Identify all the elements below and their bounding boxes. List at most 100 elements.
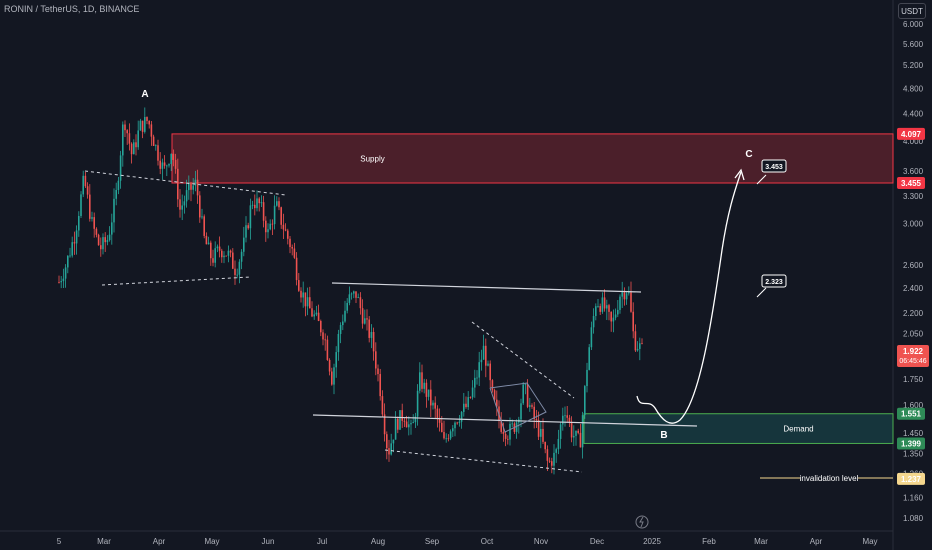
candle-body xyxy=(623,292,626,300)
candle-body xyxy=(163,162,166,166)
candle-body xyxy=(335,352,337,368)
symbol-title[interactable]: RONIN / TetherUS, 1D, BINANCE xyxy=(4,4,140,14)
y-tick-label: 2.400 xyxy=(903,284,924,293)
candle-body xyxy=(146,117,148,121)
demand-zone-label: Demand xyxy=(783,425,813,434)
candle-body xyxy=(304,292,307,307)
candle-body xyxy=(150,124,153,137)
candle-body xyxy=(249,205,252,229)
y-tick-label: 4.400 xyxy=(903,109,924,118)
candle-body xyxy=(564,415,566,417)
candle-body xyxy=(595,306,597,316)
y-tick-label: 1.160 xyxy=(903,493,924,502)
candle-body xyxy=(262,202,265,221)
candle-body xyxy=(210,242,212,259)
candle-body xyxy=(588,347,590,370)
candle-body xyxy=(306,297,309,307)
candle-body xyxy=(421,372,423,389)
candle-body xyxy=(491,380,494,391)
candle-body xyxy=(445,438,447,440)
currency-button[interactable]: USDT xyxy=(898,3,926,19)
candle-body xyxy=(196,179,199,196)
demand-zone[interactable]: Demand xyxy=(583,413,894,444)
candle-body xyxy=(625,293,628,300)
candle-body xyxy=(309,297,311,309)
price-axis[interactable]: 6.000 5.600 5.200 4.800 4.400 4.000 3.600 3.300… xyxy=(903,20,924,523)
candle-body xyxy=(205,235,208,245)
candle-body xyxy=(185,190,188,202)
candle-body xyxy=(333,367,335,385)
candle-body xyxy=(141,120,144,132)
callout-upper[interactable]: 3.453 xyxy=(756,159,787,185)
y-tick-label: 5.600 xyxy=(903,40,924,49)
candle-body xyxy=(137,130,139,148)
candle-body xyxy=(575,430,577,436)
candle-body xyxy=(590,327,593,348)
candle-body xyxy=(161,162,164,169)
y-tick-label: 2.600 xyxy=(903,261,924,270)
candle-body xyxy=(183,201,186,206)
candle-body xyxy=(463,403,465,412)
candle-body xyxy=(401,410,403,421)
range-top-line[interactable] xyxy=(331,282,642,293)
x-tick-label: Mar xyxy=(97,537,111,546)
small-pattern-box[interactable] xyxy=(489,382,547,433)
candle-body xyxy=(540,428,542,437)
callout-lower-pointer xyxy=(756,287,767,298)
candle-body xyxy=(124,124,126,131)
candle-body xyxy=(179,199,181,210)
projection-path[interactable] xyxy=(636,171,742,424)
x-tick-label: 5 xyxy=(57,537,62,546)
y-tick-label: 4.000 xyxy=(903,137,924,146)
lightning-icon-circle xyxy=(635,515,649,529)
x-tick-label: Oct xyxy=(481,537,494,546)
price-badge-label: 4.097 xyxy=(901,130,922,139)
candle-body xyxy=(188,182,190,191)
callout-lower-box xyxy=(761,274,787,288)
candle-body xyxy=(579,432,582,448)
candle-body xyxy=(207,242,210,245)
candle-body xyxy=(62,278,65,282)
candle-body xyxy=(155,145,157,147)
candle-body xyxy=(214,248,216,263)
candle-body xyxy=(502,431,505,434)
y-tick-label: 1.750 xyxy=(903,375,924,384)
candle-body xyxy=(227,250,230,256)
last-price-badge: 1.922 06:45:46 xyxy=(897,344,929,367)
supply-zone-rect xyxy=(171,133,894,184)
supply-zone[interactable]: Supply xyxy=(171,133,894,184)
candle-body xyxy=(410,423,412,425)
candle-body xyxy=(557,438,560,450)
candle-body xyxy=(194,179,197,186)
candle-body xyxy=(315,312,318,315)
trend-line-drawings[interactable]: invalidation level xyxy=(84,168,893,484)
candle-body xyxy=(388,448,390,455)
time-axis[interactable]: 5 Mar Apr May Jun Jul Aug Sep Oct Nov Dec 2025 Feb Ma… xyxy=(57,537,878,546)
triangle-upper-line[interactable] xyxy=(84,170,287,196)
candle-body xyxy=(311,308,313,317)
candle-body xyxy=(392,439,395,444)
candle-body xyxy=(383,414,386,435)
triangle-lower-line[interactable] xyxy=(101,276,251,286)
candle-body xyxy=(368,319,370,338)
candle-body xyxy=(232,252,234,269)
range-bottom-line[interactable] xyxy=(312,414,698,427)
candle-body xyxy=(298,280,300,291)
candle-body xyxy=(419,372,421,391)
candle-body xyxy=(603,297,606,309)
candle-body xyxy=(181,205,183,210)
candle-body xyxy=(223,255,225,258)
candle-body xyxy=(531,405,533,407)
lightning-icon[interactable] xyxy=(635,515,649,529)
candle-body xyxy=(430,389,432,406)
candle-body xyxy=(359,297,362,309)
callout-lower[interactable]: 2.323 xyxy=(756,274,787,298)
candle-body xyxy=(524,383,527,385)
candle-body xyxy=(634,331,637,351)
candle-body xyxy=(452,428,454,432)
candle-body xyxy=(320,320,322,333)
candle-body xyxy=(256,198,258,209)
candle-body xyxy=(350,293,353,295)
candle-body xyxy=(397,418,399,430)
